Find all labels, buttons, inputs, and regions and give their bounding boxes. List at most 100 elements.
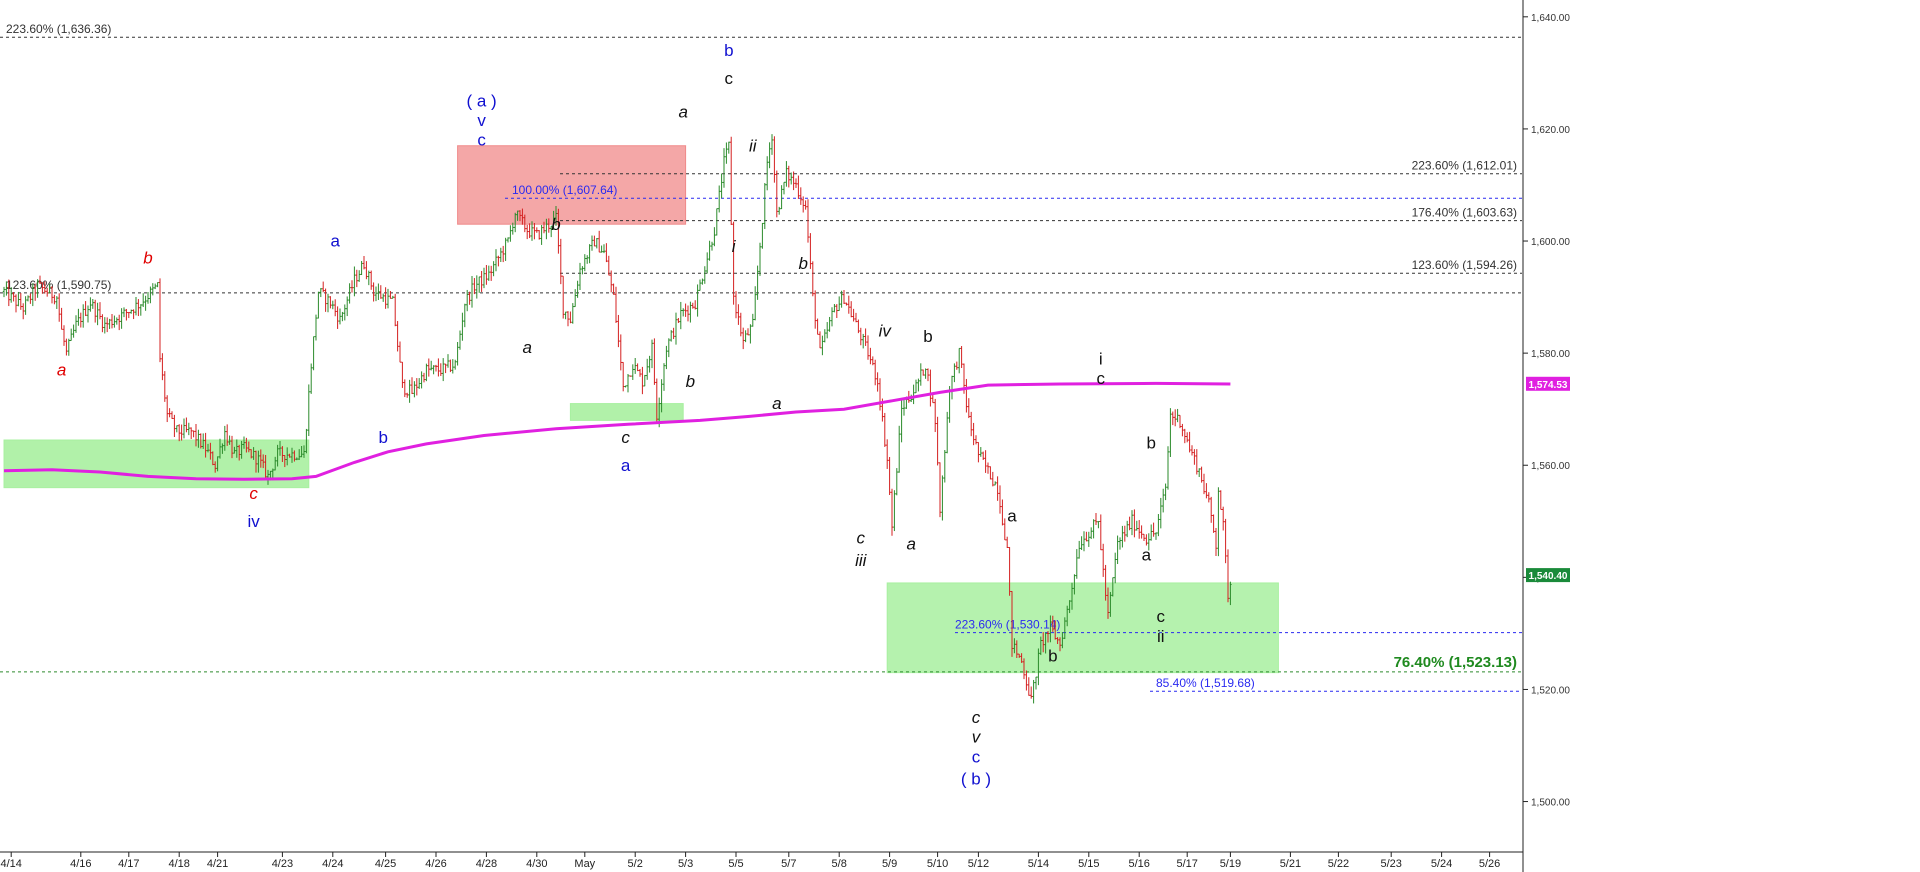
- zone-z2: [457, 145, 687, 225]
- wave-label: b: [686, 372, 695, 391]
- level-label-l1530: 223.60% (1,530.14): [955, 618, 1060, 632]
- x-tick-label: 5/15: [1078, 858, 1099, 870]
- x-tick-label: 4/23: [272, 858, 293, 870]
- wave-label: b: [378, 428, 387, 447]
- x-tick-label: 4/17: [118, 858, 139, 870]
- wave-label: iv: [247, 512, 260, 531]
- level-label-l1636: 223.60% (1,636.36): [6, 22, 111, 36]
- x-tick-label: May: [574, 858, 595, 870]
- x-tick-label: 5/5: [728, 858, 743, 870]
- x-tick-label: 4/18: [168, 858, 189, 870]
- x-tick-label: 4/16: [70, 858, 91, 870]
- y-tick-label: 1,640.00: [1531, 13, 1570, 24]
- x-tick-label: 5/9: [882, 858, 897, 870]
- wave-label: a: [1142, 546, 1152, 565]
- x-tick-label: 5/3: [678, 858, 693, 870]
- wave-label: ( b ): [961, 770, 991, 789]
- wave-label: v: [972, 728, 982, 747]
- wave-label: ii: [1157, 627, 1165, 646]
- y-tick-label: 1,600.00: [1531, 237, 1570, 248]
- price-bars-layer: [2, 134, 1232, 704]
- last-price-tag: 1,540.40: [1529, 571, 1568, 582]
- wave-label: b: [1146, 433, 1155, 452]
- y-tick-label: 1,620.00: [1531, 125, 1570, 136]
- wave-label: ( a ): [466, 92, 496, 111]
- x-tick-label: 5/22: [1328, 858, 1349, 870]
- level-label-l1590: 123.60% (1,590.75): [6, 278, 111, 292]
- y-tick-label: 1,560.00: [1531, 461, 1570, 472]
- wave-label: c: [1097, 369, 1106, 388]
- last-price-tag-bg: [1526, 568, 1570, 583]
- x-tick-label: 5/19: [1220, 858, 1241, 870]
- ma-price-tag-bg: [1526, 376, 1570, 391]
- y-axis-panel: [1523, 0, 1920, 872]
- moving-average-line: [3, 381, 1231, 481]
- x-tick-label: 5/14: [1028, 858, 1049, 870]
- wave-label: a: [1007, 506, 1017, 525]
- level-label-l1594: 123.60% (1,594.26): [1412, 258, 1517, 272]
- wave-label: b: [551, 215, 560, 234]
- wave-label: a: [906, 534, 915, 553]
- wave-label: a: [522, 338, 531, 357]
- ma-price-tag: 1,574.53: [1529, 380, 1568, 391]
- wave-label: a: [621, 456, 631, 475]
- wave-label: a: [330, 232, 340, 251]
- wave-label: ii: [749, 136, 758, 155]
- y-tick-label: 1,580.00: [1531, 349, 1570, 360]
- x-tick-label: 5/17: [1176, 858, 1197, 870]
- wave-label: c: [1157, 607, 1166, 626]
- zone-z4: [886, 582, 1279, 674]
- wave-label: a: [57, 361, 66, 380]
- wave-label: v: [477, 111, 486, 130]
- x-tick-label: 5/24: [1431, 858, 1452, 870]
- wave-label: c: [621, 428, 630, 447]
- x-tick-label: 4/14: [0, 858, 21, 870]
- wave-label: c: [725, 69, 734, 88]
- wave-label: c: [972, 708, 981, 727]
- x-tick-label: 5/26: [1479, 858, 1500, 870]
- wave-label: b: [143, 248, 152, 267]
- level-label-l1519: 85.40% (1,519.68): [1156, 676, 1255, 690]
- y-tick-label: 1,520.00: [1531, 685, 1570, 696]
- x-tick-label: 4/28: [476, 858, 497, 870]
- wave-label: c: [972, 747, 981, 766]
- wave-label: a: [678, 103, 687, 122]
- x-tick-label: 4/25: [375, 858, 396, 870]
- x-tick-label: 4/21: [207, 858, 228, 870]
- moving-average-layer: [3, 381, 1231, 481]
- x-tick-label: 4/24: [322, 858, 343, 870]
- x-tick-label: 5/16: [1128, 858, 1149, 870]
- x-tick-label: 4/30: [526, 858, 547, 870]
- level-label-l1607: 100.00% (1,607.64): [512, 183, 617, 197]
- wave-label: i: [1099, 349, 1103, 368]
- wave-label: iv: [879, 321, 893, 340]
- x-tick-label: 5/10: [927, 858, 948, 870]
- level-label-l1612: 223.60% (1,612.01): [1412, 159, 1517, 173]
- x-tick-label: 4/26: [425, 858, 446, 870]
- wave-label: c: [477, 131, 486, 150]
- wave-label: a: [772, 394, 781, 413]
- wave-label: b: [1048, 646, 1057, 665]
- zone-z3: [569, 403, 684, 421]
- levels-layer: 223.60% (1,636.36) 223.60% (1,612.01) 100.…: [0, 22, 1522, 692]
- wave-label: b: [724, 41, 733, 60]
- wave-label: i: [732, 237, 737, 256]
- x-tick-label: 5/8: [832, 858, 847, 870]
- level-label-l1603: 176.40% (1,603.63): [1412, 206, 1517, 220]
- wave-label: c: [249, 484, 258, 503]
- x-tick-label: 5/21: [1280, 858, 1301, 870]
- x-tick-label: 5/23: [1380, 858, 1401, 870]
- x-tick-label: 5/2: [628, 858, 643, 870]
- big-level-label: 76.40% (1,523.13): [1394, 654, 1517, 671]
- wave-label: iii: [855, 551, 868, 570]
- y-tick-label: 1,500.00: [1531, 798, 1570, 809]
- wave-label: c: [857, 529, 866, 548]
- x-tick-label: 5/7: [781, 858, 796, 870]
- wave-label: b: [923, 327, 932, 346]
- x-tick-label: 5/12: [968, 858, 989, 870]
- wave-label: b: [798, 254, 807, 273]
